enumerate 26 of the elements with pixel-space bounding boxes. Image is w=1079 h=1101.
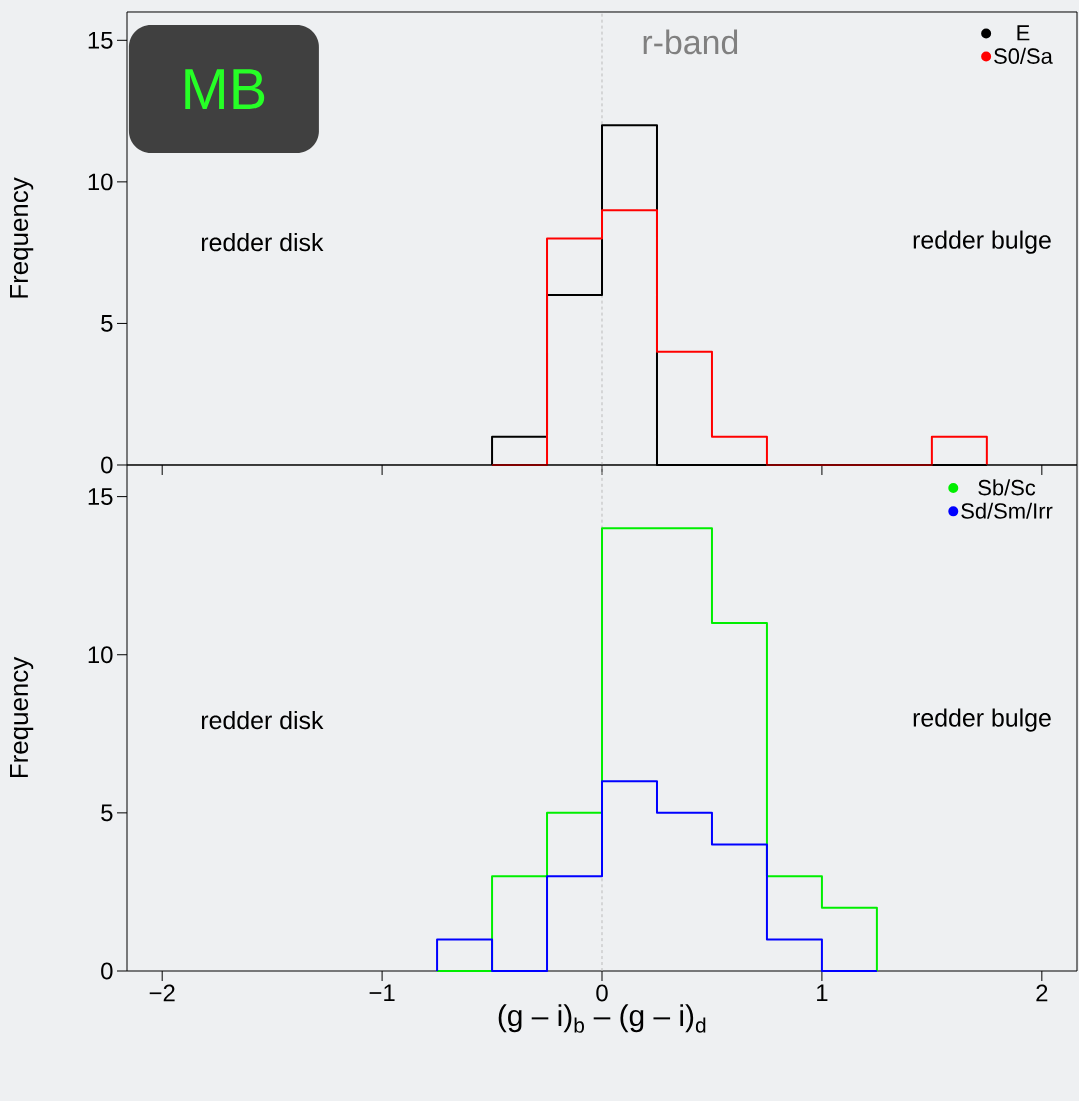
- x-tick-label: 1: [817, 984, 828, 1001]
- y-tick-label: 15: [88, 488, 113, 505]
- y-tick-label: 5: [101, 804, 113, 822]
- legend-label: Sd/Sm/Irr: [961, 502, 1053, 519]
- x-tick-label: 2: [1036, 984, 1048, 1002]
- x-tick-label: −1: [369, 984, 395, 1001]
- y-tick-label: 0: [101, 456, 113, 474]
- y-tick-label: 10: [88, 646, 113, 664]
- y-axis-title: Frequency: [10, 656, 34, 778]
- x-axis-title: (g – i)$_{b}$ – (g – i)$_{d}$: [498, 1004, 706, 1033]
- annotation: redder bulge: [913, 708, 1051, 732]
- y-tick-label: 10: [88, 173, 113, 191]
- annotation: redder disk: [201, 232, 324, 252]
- x-tick-label: 0: [596, 984, 608, 1002]
- annotation: redder disk: [201, 710, 324, 730]
- legend-label: S0/Sa: [994, 47, 1053, 64]
- legend-label: E: [1017, 25, 1030, 41]
- y-tick-label: 0: [101, 962, 113, 980]
- annotation: redder bulge: [913, 230, 1051, 254]
- annotation: r-band: [643, 29, 738, 55]
- legend-label: Sb/Sc: [978, 479, 1036, 496]
- y-axis-title: Frequency: [10, 177, 34, 298]
- y-tick-label: 5: [101, 315, 113, 332]
- annotation: MB: [185, 69, 265, 109]
- x-tick-label: −2: [149, 984, 175, 1002]
- y-tick-label: 15: [88, 31, 113, 49]
